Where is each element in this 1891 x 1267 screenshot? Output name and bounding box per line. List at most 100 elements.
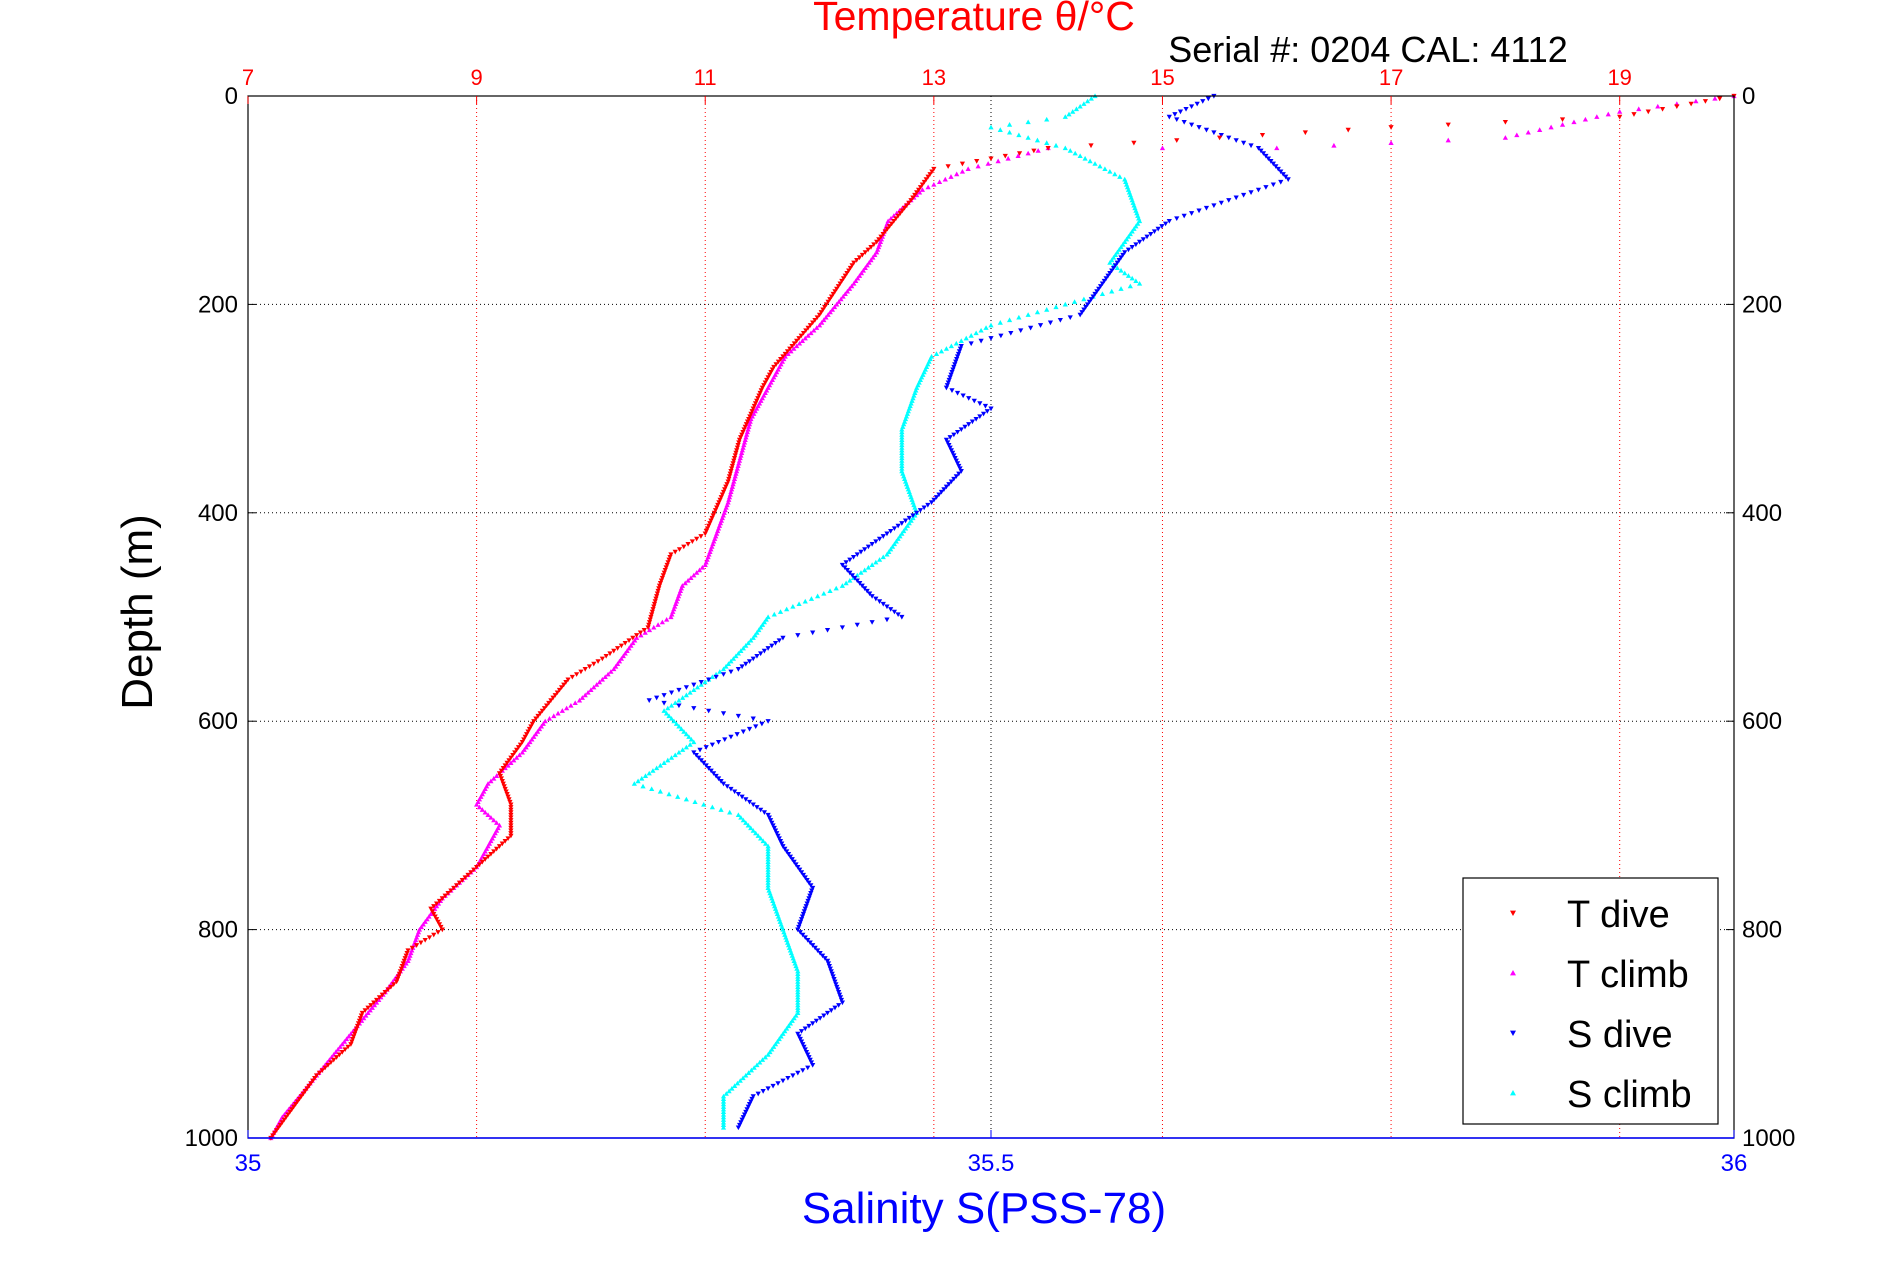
data-point [739,432,745,438]
data-point [950,367,956,373]
data-point [1140,237,1146,242]
data-point [312,1076,318,1081]
data-point [650,607,656,612]
data-point [810,943,816,948]
data-point [953,340,959,346]
data-point [302,1089,308,1094]
data-point [936,492,942,498]
data-point [899,445,905,450]
data-point [1018,328,1024,334]
data-point [697,747,703,753]
data-point [842,291,848,297]
data-point [868,245,874,250]
data-point [815,948,821,954]
data-point [738,1120,744,1125]
data-point [696,567,703,573]
data-point [858,549,864,555]
data-point [676,547,683,552]
data-point [777,838,784,844]
data-point [899,439,905,445]
data-point [800,872,806,878]
data-point [694,684,701,690]
data-point [800,1042,806,1047]
data-point [1636,106,1642,112]
data-point [596,679,603,685]
data-point [726,494,733,500]
data-point [1107,260,1113,265]
data-point [805,333,811,338]
data-point [626,638,632,644]
data-point [613,663,619,669]
data-point [805,325,811,331]
data-point [676,749,682,755]
data-point [869,620,875,625]
data-point [810,630,816,636]
data-point [899,442,905,448]
data-point [322,1065,328,1071]
data-point [565,677,571,683]
data-point [823,314,829,320]
data-point [726,474,733,479]
legend-marker [1510,1090,1516,1096]
data-point [376,995,383,1000]
data-point [499,841,505,847]
data-point [1388,125,1394,130]
data-point [795,973,801,979]
data-point [603,653,609,659]
data-point [787,1020,793,1026]
data-point [514,755,520,760]
data-point [795,1005,801,1010]
data-point [1159,145,1166,151]
data-point [398,966,404,972]
data-point [498,776,504,782]
data-point [494,773,500,778]
data-point [802,335,808,341]
data-point [572,700,578,706]
data-point [822,956,828,961]
data-point [702,531,708,537]
data-point [631,781,637,786]
data-point [335,1046,341,1052]
data-point [349,1039,355,1045]
data-point [624,648,630,653]
data-point [720,1101,727,1107]
data-point [827,966,833,972]
data-point [853,278,859,284]
data-point [899,437,905,442]
data-point [1233,195,1239,201]
data-point [816,312,823,318]
data-point [774,1039,780,1044]
data-point [354,1023,361,1029]
data-point [795,927,801,933]
data-point [1025,135,1031,140]
top-tick-label: 15 [1150,65,1174,90]
data-point [306,1083,312,1089]
data-point [774,831,780,836]
data-point [770,823,776,828]
data-point [849,263,855,268]
data-point [950,450,956,456]
data-point [949,388,955,393]
data-point [869,541,875,547]
data-point [1127,231,1133,237]
data-point [758,651,764,657]
data-point [754,653,760,659]
data-point [958,338,964,343]
data-point [281,1117,287,1123]
data-point [795,1031,801,1037]
data-point [828,1008,834,1013]
data-point [765,1086,771,1092]
data-point [698,534,704,539]
data-point [745,1070,752,1075]
data-point [916,187,922,193]
data-point [858,570,864,575]
data-point [735,792,741,797]
data-point [659,575,665,581]
data-point [1092,291,1098,297]
data-point [546,700,552,706]
data-point [978,338,984,344]
data-point [273,1128,280,1133]
data-point [1122,250,1128,255]
data-point [943,437,950,443]
data-point [422,919,428,924]
